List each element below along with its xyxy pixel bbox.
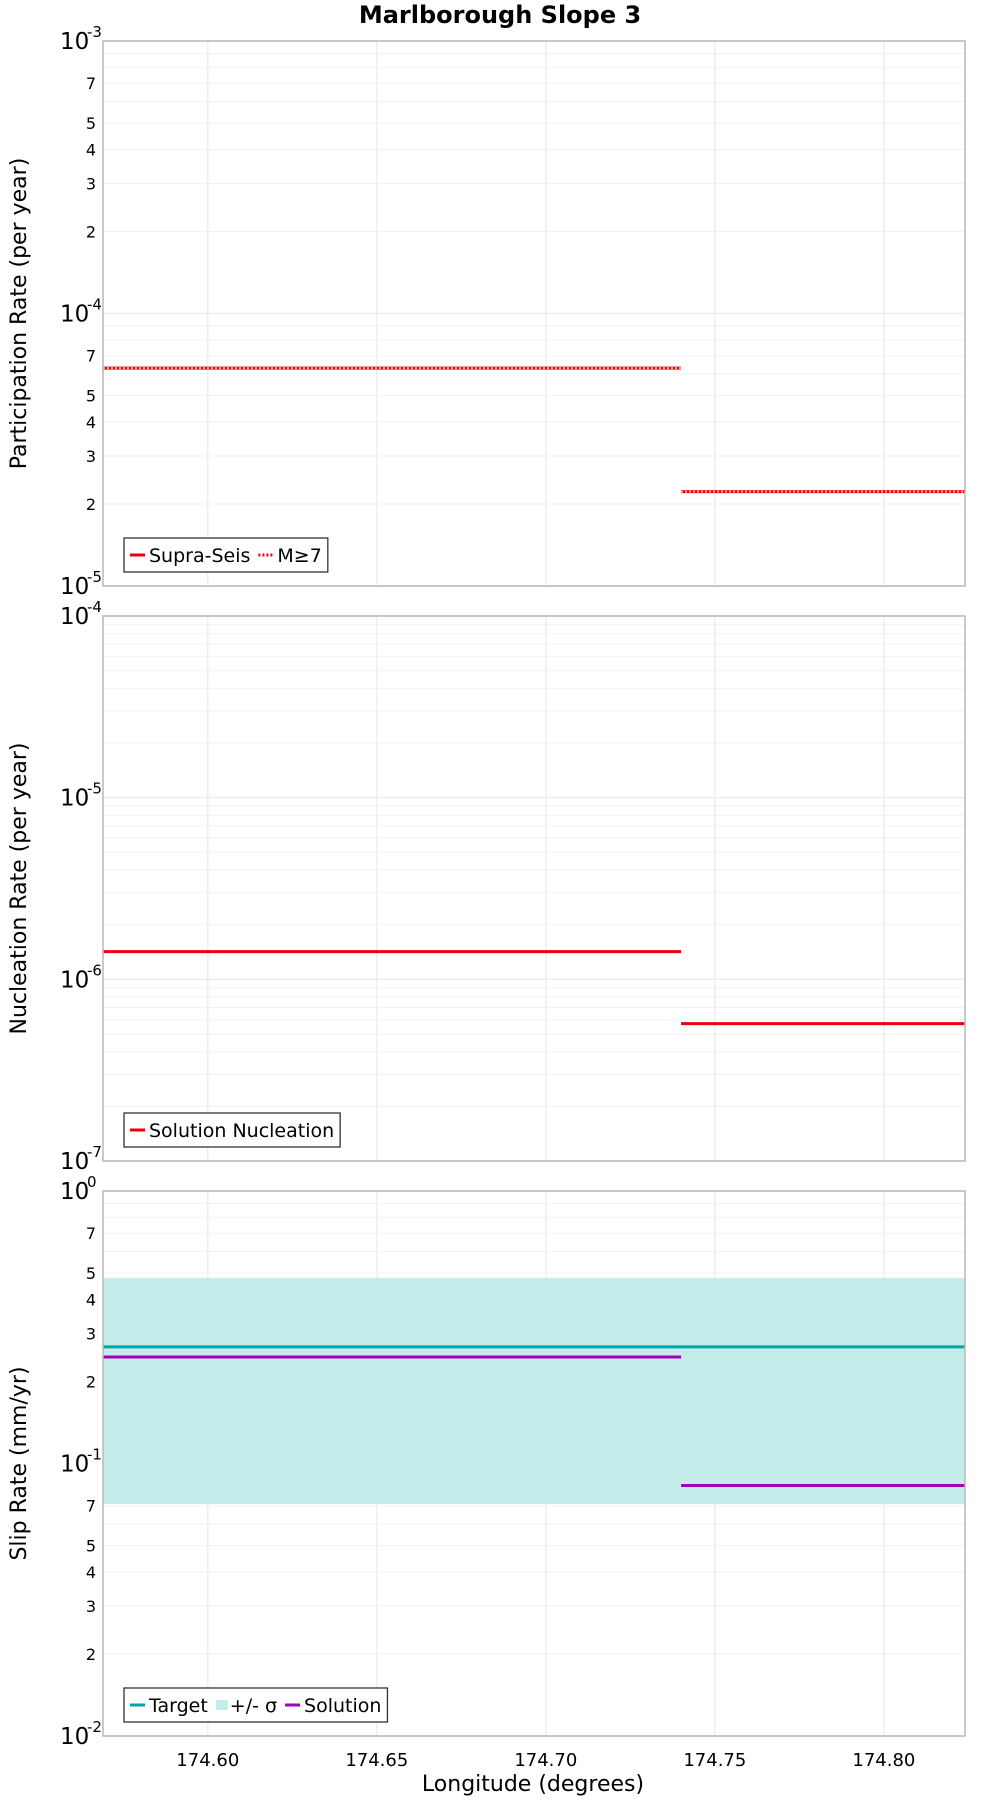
y-major-tick-exponent: -1 <box>87 1446 102 1464</box>
legend-frame <box>123 1687 389 1723</box>
legend: Solution Nucleation <box>123 1112 341 1148</box>
x-tick-label: 174.70 <box>514 1750 577 1771</box>
legend: Supra-Seis M≥7 <box>123 537 329 573</box>
y-major-tick-label: 10 <box>60 302 89 328</box>
x-tick-label: 174.75 <box>683 1750 746 1771</box>
y-minor-tick-label: 3 <box>86 447 96 466</box>
y-major-tick-label: 10 <box>60 29 89 55</box>
y-major-tick-exponent: -6 <box>87 961 102 979</box>
y-minor-tick-label: 4 <box>86 413 96 432</box>
y-minor-tick-label: 2 <box>86 495 96 514</box>
y-minor-tick-label: 5 <box>86 1264 96 1283</box>
y-major-tick-exponent: -2 <box>87 1718 102 1736</box>
y-axis-label: Slip Rate (mm/yr) <box>7 1366 32 1560</box>
y-major-tick-label: 10 <box>60 1179 89 1205</box>
y-major-tick-exponent: -4 <box>87 598 102 616</box>
y-minor-tick-label: 5 <box>86 387 96 406</box>
plot-frame <box>102 615 966 1162</box>
y-major-tick-label: 10 <box>60 967 89 993</box>
y-minor-tick-label: 7 <box>86 1224 96 1243</box>
legend-label: Solution <box>304 1695 381 1717</box>
legend-frame <box>123 537 329 573</box>
x-tick-label: 174.65 <box>345 1750 408 1771</box>
y-axis-label: Participation Rate (per year) <box>7 158 32 470</box>
y-major-tick-label: 10 <box>60 786 89 812</box>
slip-rate-panel: 174.60 174.65 174.70 174.75 174.8010-210-110… <box>7 1173 966 1771</box>
y-minor-tick-label: 3 <box>86 1597 96 1616</box>
y-minor-tick-label: 4 <box>86 1290 96 1309</box>
uncertainty-band <box>103 1277 965 1505</box>
y-major-tick-exponent: -5 <box>87 568 102 586</box>
legend-label: +/- σ <box>230 1695 277 1717</box>
y-minor-tick-label: 4 <box>86 140 96 159</box>
y-minor-tick-label: 5 <box>86 1537 96 1556</box>
y-minor-tick-label: 2 <box>86 222 96 241</box>
legend-label: Supra-Seis <box>149 545 250 567</box>
y-major-tick-label: 10 <box>60 574 89 600</box>
y-minor-tick-label: 4 <box>86 1563 96 1582</box>
x-tick-label: 174.60 <box>176 1750 239 1771</box>
y-major-tick-exponent: -3 <box>87 23 102 41</box>
y-major-tick-label: 10 <box>60 1149 89 1175</box>
y-minor-tick-label: 5 <box>86 114 96 133</box>
y-major-tick-exponent: -5 <box>87 780 102 798</box>
figure-title: Marlborough Slope 3 <box>359 1 641 29</box>
plot-frame <box>102 1190 966 1737</box>
y-major-tick-label: 10 <box>60 604 89 630</box>
y-major-tick-label: 10 <box>60 1452 89 1478</box>
legend: Target +/- σ Solution <box>123 1687 389 1723</box>
y-major-tick-exponent: 0 <box>87 1173 97 1191</box>
legend-label: M≥7 <box>277 545 321 567</box>
y-minor-tick-label: 2 <box>86 1372 96 1391</box>
y-minor-tick-label: 2 <box>86 1645 96 1664</box>
y-minor-tick-label: 3 <box>86 174 96 193</box>
x-tick-label: 174.80 <box>852 1750 915 1771</box>
y-minor-tick-label: 7 <box>86 347 96 366</box>
y-major-tick-exponent: -4 <box>87 296 102 314</box>
legend-frame <box>123 1112 341 1148</box>
legend-swatch-band <box>215 1700 228 1710</box>
plot-frame <box>102 40 966 587</box>
y-axis-label: Nucleation Rate (per year) <box>7 743 32 1035</box>
y-major-tick-exponent: -7 <box>87 1143 102 1161</box>
legend-label: Target <box>148 1695 208 1717</box>
y-minor-tick-label: 3 <box>86 1324 96 1343</box>
y-minor-tick-label: 7 <box>86 74 96 93</box>
y-minor-tick-label: 7 <box>86 1497 96 1516</box>
legend-label: Solution Nucleation <box>149 1120 334 1142</box>
y-major-tick-label: 10 <box>60 1724 89 1750</box>
x-axis-label: Longitude (degrees) <box>422 1772 644 1797</box>
